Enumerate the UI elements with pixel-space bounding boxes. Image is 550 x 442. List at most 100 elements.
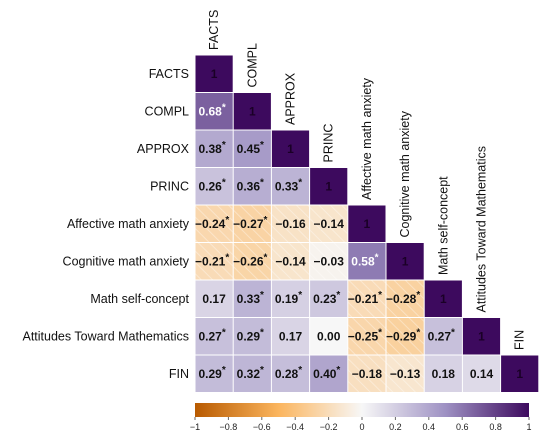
significance-marker: * [416, 327, 420, 338]
cell-value: −0.14 [275, 254, 306, 268]
cell-value: −0.21* [195, 252, 229, 268]
row-label: FIN [169, 367, 189, 381]
heatmap-cell [233, 168, 271, 205]
heatmap-cell [310, 280, 348, 317]
heatmap-cell [462, 355, 501, 392]
significance-marker: * [264, 252, 268, 263]
diagonal-cell [462, 318, 501, 355]
column-label: FACTS [207, 10, 221, 50]
cell-value: 0.14 [470, 367, 494, 381]
cell-value: −0.03 [314, 254, 345, 268]
cell-value: 0.27* [198, 327, 225, 343]
significance-marker: * [260, 177, 264, 188]
heatmap-cells: 1 1 0.68* 1 0.38* 0.45* 1 0.26* 0.36* 0.33* 1 −0.24… [195, 55, 539, 392]
column-label: PRINC [322, 124, 336, 163]
cell-value: 0.26* [198, 177, 225, 193]
row-labels: FACTS COMPL APPROX PRINC Affective math anxi… [22, 67, 189, 381]
heatmap-cell [310, 318, 348, 355]
cell-value: 0.29* [237, 327, 264, 343]
heatmap-cell [424, 355, 462, 392]
colorbar-tick-label: 0.2 [389, 422, 402, 432]
colorbar-tick-label: 0.8 [489, 422, 502, 432]
cell-value: 0.23* [313, 290, 340, 306]
heatmap-cell [233, 130, 271, 167]
colorbar-tick-label: −0.6 [253, 422, 271, 432]
row-label: PRINC [150, 179, 189, 193]
column-label: Cognitive math anxiety [398, 110, 412, 237]
colorbar-tick-label: 1 [526, 422, 531, 432]
row-label: Cognitive math anxiety [63, 254, 190, 268]
diagonal-cell [233, 93, 271, 130]
colorbar-tick-label: 0.6 [456, 422, 469, 432]
heatmap-cell [271, 168, 310, 205]
significance-marker: * [264, 215, 268, 226]
cell-value: 0.36* [237, 177, 264, 193]
row-label: COMPL [145, 104, 190, 118]
heatmap-cell [195, 280, 233, 317]
row-label: Math self-concept [90, 292, 189, 306]
significance-marker: * [260, 140, 264, 151]
heatmap-cell [348, 243, 386, 280]
row-label: APPROX [137, 142, 190, 156]
column-label: COMPL [245, 43, 259, 88]
significance-marker: * [298, 177, 302, 188]
colorbar-tick-label: −0.2 [320, 422, 338, 432]
cell-value: −0.13 [390, 367, 421, 381]
cell-value: 0.45* [237, 140, 264, 156]
significance-marker: * [225, 252, 229, 263]
colorbar-tick-label: −1 [190, 422, 200, 432]
heatmap-cell [271, 355, 310, 392]
column-label: APPROX [284, 72, 298, 125]
cell-value: 0.68* [198, 102, 225, 118]
cell-value: 0.17 [279, 329, 303, 343]
heatmap-cell [424, 318, 462, 355]
cell-value: −0.29* [386, 327, 420, 343]
cell-value: 0.00 [317, 329, 341, 343]
colorbar-tick-label: −0.8 [220, 422, 238, 432]
column-label: Attitudes Toward Mathematics [475, 146, 489, 313]
row-label: Affective math anxiety [67, 217, 190, 231]
diagonal-label: 1 [402, 254, 409, 268]
cell-value: 0.17 [202, 292, 226, 306]
cell-value: 0.29* [198, 365, 225, 381]
diagonal-cell [310, 168, 348, 205]
colorbar: −1 −0.8 −0.6 −0.4 −0.2 0 0.2 0.4 0.6 0.8 1 [190, 403, 532, 432]
diagonal-label: 1 [287, 142, 294, 156]
cell-value: −0.14 [314, 217, 345, 231]
column-label: Affective math anxiety [360, 77, 374, 200]
diagonal-label: 1 [478, 329, 485, 343]
diagonal-label: 1 [364, 217, 371, 231]
cell-value: −0.21* [348, 290, 382, 306]
negative-hatch [386, 318, 424, 355]
diagonal-label: 1 [211, 67, 218, 81]
cell-value: −0.27* [233, 215, 267, 231]
significance-marker: * [222, 102, 226, 113]
significance-marker: * [225, 215, 229, 226]
heatmap-cell [195, 168, 233, 205]
diagonal-cell [386, 243, 424, 280]
cell-value: −0.18 [352, 367, 383, 381]
column-label: FIN [513, 330, 527, 350]
significance-marker: * [222, 140, 226, 151]
diagonal-label: 1 [325, 179, 332, 193]
cell-value: −0.24* [195, 215, 229, 231]
cell-value: 0.19* [275, 290, 302, 306]
significance-marker: * [260, 327, 264, 338]
cell-value: 0.40* [313, 365, 340, 381]
diagonal-label: 1 [516, 367, 523, 381]
colorbar-tick-label: 0 [359, 422, 364, 432]
row-label: Attitudes Toward Mathematics [22, 329, 189, 343]
colorbar-tick-label: 0.4 [423, 422, 436, 432]
negative-hatch [310, 243, 348, 280]
cell-value: −0.16 [275, 217, 306, 231]
heatmap-cell [233, 355, 271, 392]
diagonal-cell [271, 130, 310, 167]
negative-hatch [348, 280, 386, 317]
heatmap-cell [195, 318, 233, 355]
cell-value: 0.33* [275, 177, 302, 193]
cell-value: 0.18 [432, 367, 456, 381]
significance-marker: * [298, 290, 302, 301]
negative-hatch [386, 280, 424, 317]
diagonal-cell [195, 55, 233, 92]
negative-hatch [233, 205, 271, 242]
